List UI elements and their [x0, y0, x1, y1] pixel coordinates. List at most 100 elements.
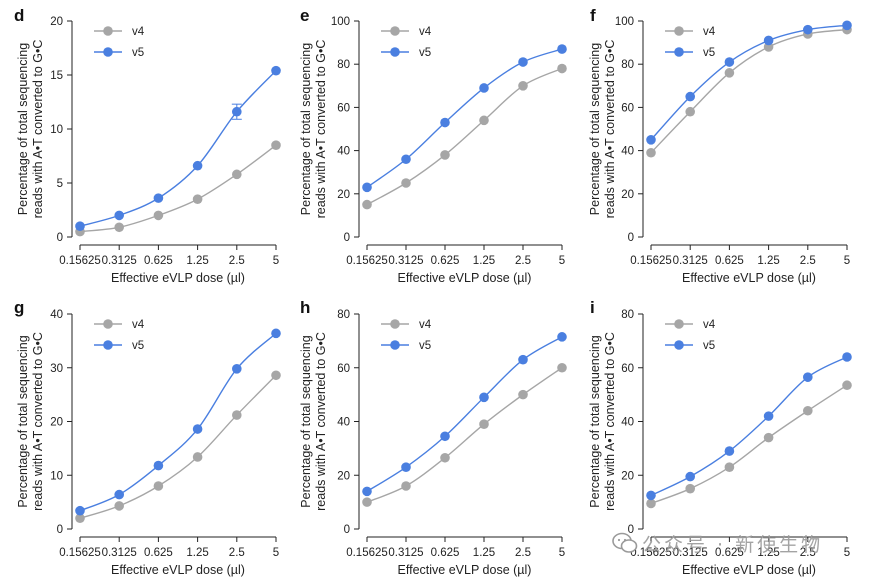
x-tick-label: 0.625: [431, 547, 460, 559]
x-axis-label: Effective eVLP dose (µl): [682, 563, 816, 577]
x-tick-label: 5: [273, 255, 279, 267]
data-point-v4: [153, 210, 164, 221]
chart-panel-e: 0 20 40 60 80 100 0.15625 0.3125 0.625 1.25 2.5 5 Ef…: [299, 16, 567, 285]
series-line-v5: [366, 48, 563, 188]
data-point-v5: [842, 352, 852, 362]
x-tick-label: 2.5: [800, 255, 816, 267]
y-tick-label: 20: [621, 189, 634, 201]
y-tick-label: 0: [628, 524, 634, 536]
x-tick-label: 0.15625: [630, 255, 672, 267]
series-line-v4: [366, 67, 563, 206]
y-axis-label-line1: Percentage of total sequencing: [588, 43, 602, 215]
x-tick-label: 0.3125: [388, 255, 423, 267]
data-point-v5: [362, 486, 372, 497]
y-tick-label: 0: [628, 232, 634, 244]
x-tick-label: 2.5: [515, 255, 531, 267]
x-tick-label: 0.625: [144, 547, 173, 559]
legend-marker-v4: [390, 319, 400, 329]
legend-label-v5: v5: [132, 340, 144, 352]
series-line-v5: [650, 356, 848, 497]
y-axis-label-line1: Percentage of total sequencing: [299, 335, 313, 507]
data-point-v4: [75, 513, 85, 524]
x-tick-label: 1.25: [757, 255, 779, 267]
data-point-v5: [114, 489, 124, 500]
chart-panel-f: 0 20 40 60 80 100 0.15625 0.3125 0.625 1.25 2.5 5 Ef…: [588, 16, 852, 285]
x-axis-label: Effective eVLP dose (µl): [398, 271, 532, 285]
y-tick-label: 10: [50, 124, 63, 136]
x-tick-label: 0.3125: [102, 255, 137, 267]
y-tick-label: 60: [337, 102, 350, 114]
y-axis-label-line2: reads with A•T converted to G•C: [603, 40, 617, 219]
legend-label-v4: v4: [132, 26, 145, 38]
panel-label-h: h: [300, 298, 311, 317]
chart-panel-i: 0 20 40 60 80 0.15625 0.3125 0.625 1.25 2.5 5 Effec…: [588, 309, 852, 577]
x-axis-label: Effective eVLP dose (µl): [111, 563, 245, 577]
data-point-v5: [724, 57, 735, 67]
data-point-v5: [153, 193, 164, 203]
y-tick-label: 40: [621, 417, 634, 429]
y-axis-label-line1: Percentage of total sequencing: [588, 335, 602, 507]
data-point-v4: [685, 483, 695, 494]
data-point-v4: [362, 497, 372, 507]
data-point-v4: [114, 222, 124, 233]
chart-panel-h: 0 20 40 60 80 0.15625 0.3125 0.625 1.25 2.5 5 Effec…: [299, 309, 567, 577]
legend-label-v4: v4: [419, 26, 432, 38]
x-tick-label: 0.625: [431, 255, 460, 267]
data-point-v4: [479, 115, 489, 126]
data-point-v4: [724, 462, 735, 472]
x-tick-label: 2.5: [229, 255, 245, 267]
x-tick-label: 1.25: [473, 255, 495, 267]
data-point-v4: [192, 452, 203, 462]
x-tick-label: 5: [273, 547, 279, 559]
series-line-v4: [366, 367, 563, 503]
y-tick-label: 0: [57, 524, 63, 536]
legend-label-v4: v4: [132, 319, 145, 331]
data-point-v4: [153, 481, 164, 491]
series-line-v4: [79, 374, 277, 519]
y-tick-label: 40: [337, 417, 350, 429]
y-tick-label: 20: [337, 189, 350, 201]
x-tick-label: 2.5: [800, 547, 816, 559]
x-tick-label: 0.15625: [59, 547, 101, 559]
y-tick-label: 0: [344, 524, 350, 536]
y-axis-label-line1: Percentage of total sequencing: [16, 43, 30, 215]
y-tick-label: 60: [337, 363, 350, 375]
data-point-v4: [271, 140, 281, 150]
y-tick-label: 80: [621, 59, 634, 71]
x-tick-label: 0.15625: [346, 547, 388, 559]
data-point-v5: [232, 364, 242, 374]
y-tick-label: 20: [621, 470, 634, 482]
data-point-v5: [232, 106, 242, 117]
data-point-v5: [440, 117, 450, 128]
data-point-v5: [271, 65, 281, 76]
x-tick-label: 1.25: [186, 255, 208, 267]
y-tick-label: 0: [57, 232, 63, 244]
y-axis-label-line2: reads with A•T converted to G•C: [314, 332, 328, 511]
y-tick-label: 100: [615, 16, 634, 28]
legend-marker-v5: [390, 340, 400, 350]
data-point-v4: [401, 178, 411, 188]
y-tick-label: 60: [621, 102, 634, 114]
x-tick-label: 2.5: [515, 547, 531, 559]
data-point-v5: [192, 160, 203, 171]
data-point-v4: [763, 432, 774, 443]
y-axis-label-line1: Percentage of total sequencing: [16, 335, 30, 507]
data-point-v5: [518, 354, 528, 365]
y-tick-label: 30: [50, 363, 63, 375]
data-point-v5: [362, 182, 372, 193]
data-point-v5: [401, 462, 411, 472]
data-point-v5: [479, 392, 489, 403]
legend-label-v5: v5: [132, 47, 144, 59]
x-tick-label: 0.15625: [630, 547, 672, 559]
y-tick-label: 0: [344, 232, 350, 244]
legend-marker-v5: [674, 47, 684, 57]
panel-label-d: d: [14, 6, 25, 25]
x-tick-label: 0.3125: [102, 547, 137, 559]
y-tick-label: 40: [50, 309, 63, 321]
chart-panel-d: 0 5 10 15 20 0.15625 0.3125 0.625 1.25 2.5 5 Effect…: [16, 16, 281, 285]
data-point-v5: [557, 44, 567, 54]
x-tick-label: 0.3125: [388, 547, 423, 559]
legend-label-v5: v5: [419, 340, 431, 352]
data-point-v4: [557, 63, 567, 74]
x-tick-label: 0.625: [715, 547, 744, 559]
